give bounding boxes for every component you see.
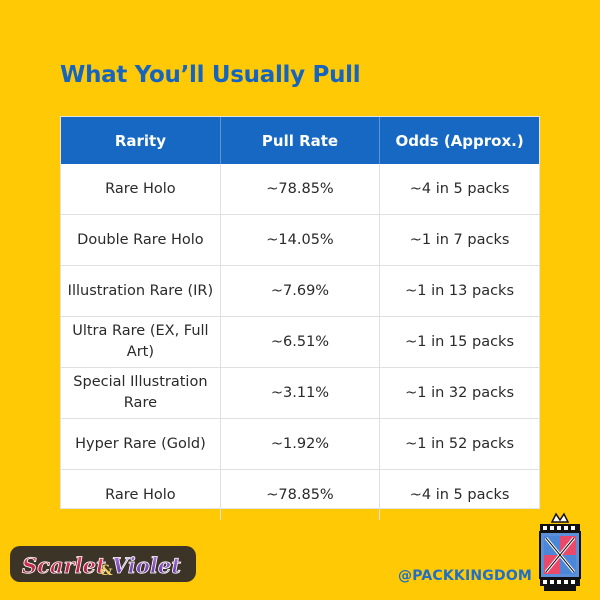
page-title: What You’ll Usually Pull: [60, 62, 361, 88]
pack-kingdom-crest-icon: [539, 512, 581, 591]
scarlet-violet-logo: Scarlet & Violet: [10, 546, 196, 582]
cell-pull-rate: ~7.69%: [220, 265, 381, 317]
cell-odds: ~1 in 52 packs: [379, 418, 539, 470]
table-row: Rare Holo ~78.85% ~4 in 5 packs: [61, 469, 539, 520]
cell-odds: ~1 in 13 packs: [379, 265, 539, 317]
cell-pull-rate: ~3.11%: [220, 367, 381, 419]
cell-pull-rate: ~78.85%: [220, 469, 381, 520]
cell-rarity: Hyper Rare (Gold): [61, 418, 221, 470]
social-handle: @PACKKINGDOM: [398, 568, 533, 584]
cell-pull-rate: ~14.05%: [220, 214, 381, 266]
cell-rarity: Double Rare Holo: [61, 214, 221, 266]
svg-text:&: &: [100, 563, 113, 579]
cell-odds: ~1 in 32 packs: [379, 367, 539, 419]
table-row: Double Rare Holo ~14.05% ~1 in 7 packs: [61, 214, 539, 266]
cell-rarity: Ultra Rare (EX, Full Art): [61, 316, 221, 368]
table-row: Ultra Rare (EX, Full Art) ~6.51% ~1 in 1…: [61, 316, 539, 368]
cell-odds: ~4 in 5 packs: [409, 486, 510, 503]
table-row: Illustration Rare (IR) ~7.69% ~1 in 13 p…: [61, 265, 539, 317]
table-row: Special Illustration Rare ~3.11% ~1 in 3…: [61, 367, 539, 419]
cell-rarity: Special Illustration Rare: [61, 367, 221, 419]
table-row: Rare Holo ~78.85% ~4 in 5 packs: [61, 164, 539, 215]
cell-pull-rate: ~78.85%: [220, 164, 381, 215]
table-row: Hyper Rare (Gold) ~1.92% ~1 in 52 packs: [61, 418, 539, 470]
cell-odds: ~1 in 15 packs: [379, 316, 539, 368]
cell-pull-rate: ~6.51%: [220, 316, 381, 368]
cell-rarity: Rare Holo: [61, 164, 221, 215]
header-rarity: Rarity: [61, 117, 221, 164]
cell-rarity: Rare Holo: [61, 469, 221, 520]
pull-rates-table: Rarity Pull Rate Odds (Approx.) Rare Hol…: [60, 116, 540, 520]
cell-rarity: Illustration Rare (IR): [61, 265, 221, 317]
svg-text:Violet: Violet: [112, 553, 181, 578]
table-header-row: Rarity Pull Rate Odds (Approx.): [61, 117, 539, 164]
cell-pull-rate: ~1.92%: [220, 418, 381, 470]
header-pull-rate: Pull Rate: [220, 117, 381, 164]
cell-odds: ~1 in 7 packs: [379, 214, 539, 266]
header-odds: Odds (Approx.): [379, 117, 539, 164]
cell-odds: ~4 in 5 packs: [379, 164, 539, 215]
svg-text:Scarlet: Scarlet: [22, 553, 106, 578]
